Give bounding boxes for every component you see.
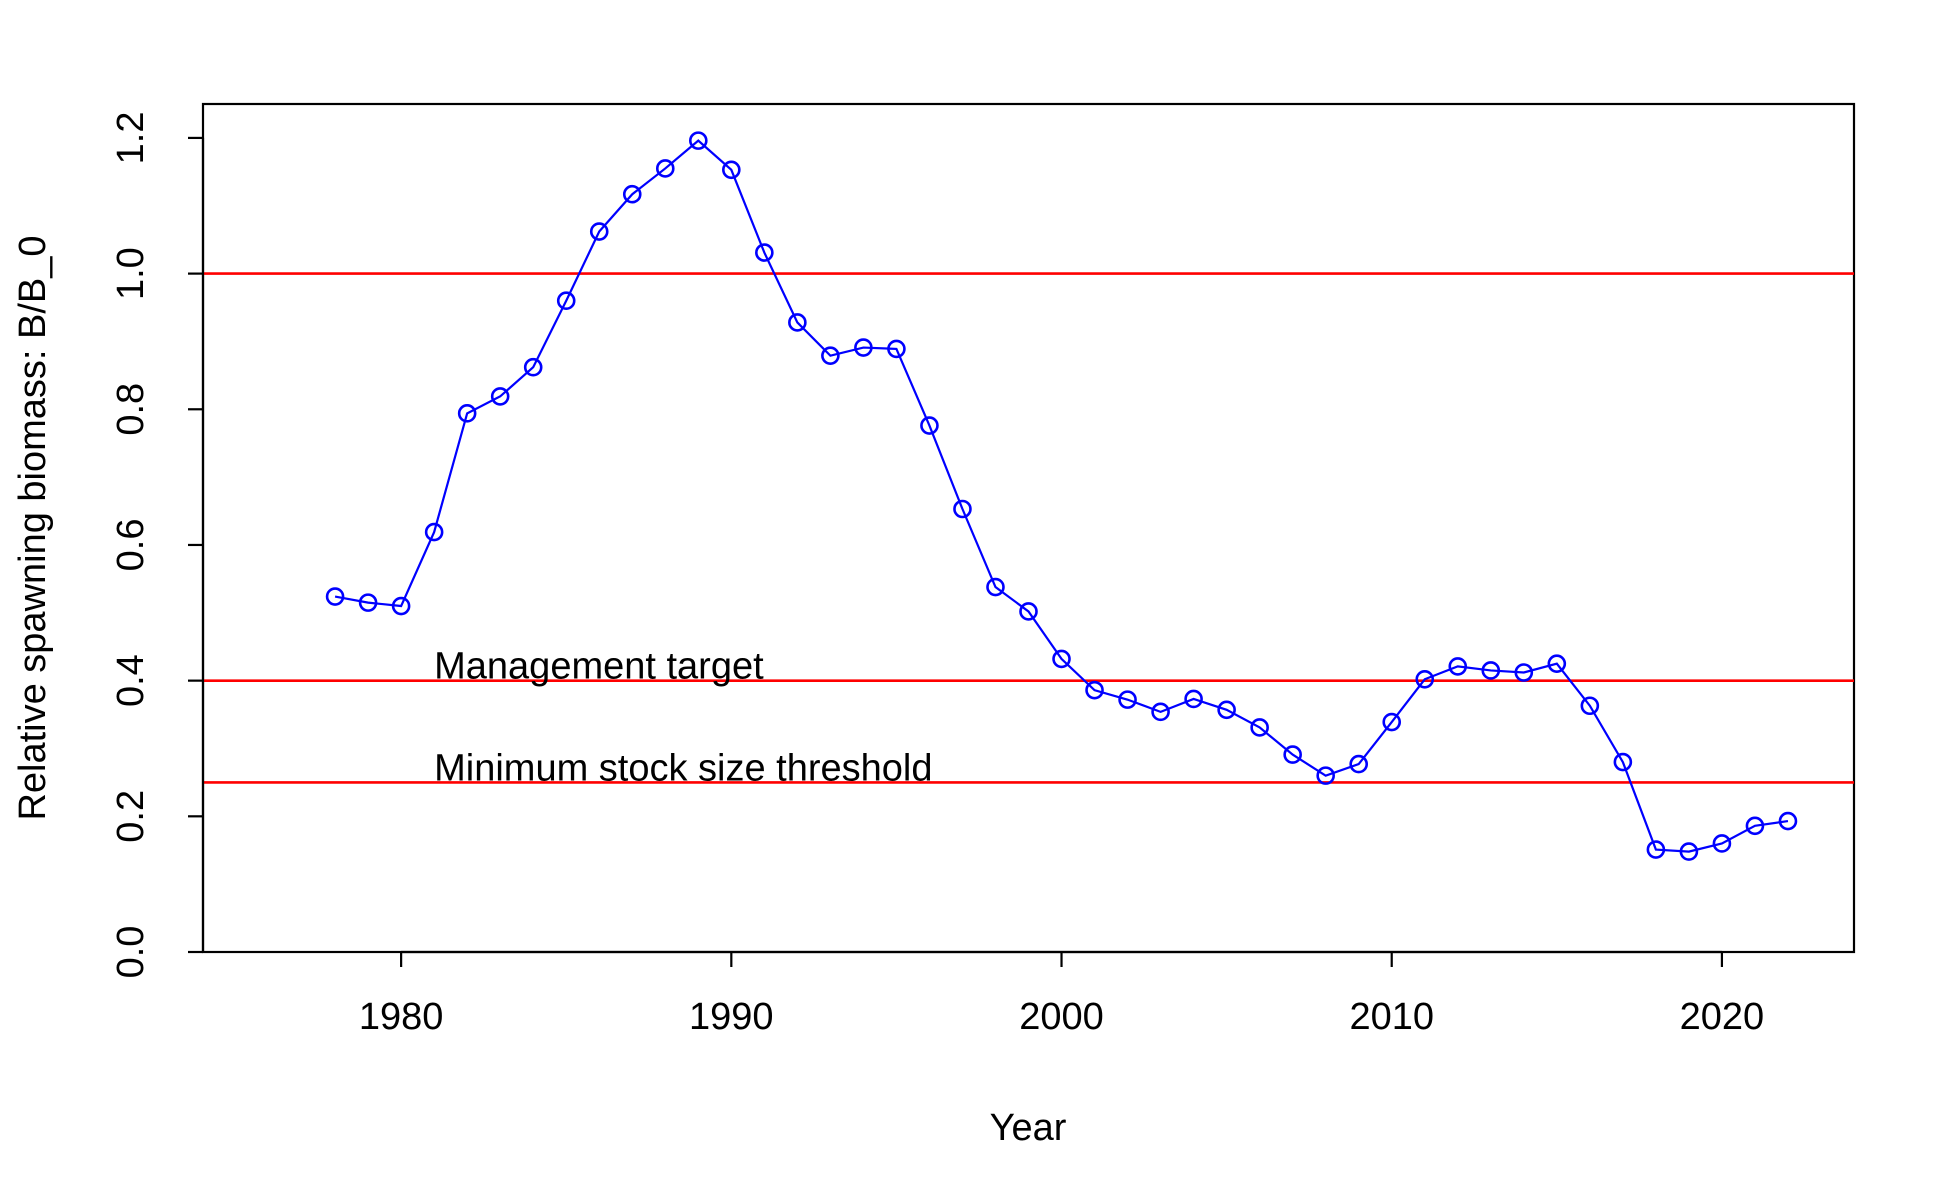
data-point — [589, 222, 609, 241]
x-tick-label: 1990 — [689, 996, 774, 1038]
data-point — [887, 339, 906, 359]
data-point — [1481, 661, 1501, 680]
data-point — [1151, 702, 1170, 722]
data-point — [755, 243, 774, 262]
reference-line-label: Minimum stock size threshold — [434, 747, 932, 789]
data-point — [457, 404, 477, 423]
data-point — [1184, 689, 1203, 709]
reference-lines: Management target Minimum stock size thre… — [203, 272, 1854, 789]
data-point — [1679, 842, 1699, 861]
data-point — [1415, 669, 1435, 689]
data-point — [722, 160, 741, 180]
plot-frame — [201, 102, 1856, 954]
data-point — [1052, 649, 1071, 669]
data-point — [424, 522, 444, 542]
data-point — [1646, 840, 1666, 859]
data-point — [1283, 745, 1302, 764]
data-point — [1085, 680, 1104, 700]
x-axis-label: Year — [990, 1107, 1067, 1149]
data-point — [1745, 816, 1765, 836]
data-point — [953, 499, 972, 519]
x-tick-label: 1980 — [359, 996, 444, 1038]
data-point — [1514, 663, 1534, 682]
y-tick-label: 0.2 — [110, 790, 152, 843]
y-axis: 0.0 0.2 0.4 0.6 0.8 1.0 1.2 — [110, 112, 205, 979]
x-axis: 1980 1990 2000 2010 2020 — [359, 950, 1765, 1038]
data-point — [1382, 712, 1402, 732]
x-tick-label: 2020 — [1680, 996, 1765, 1038]
data-point — [556, 291, 576, 311]
series-line — [334, 139, 1789, 853]
data-point — [1316, 766, 1335, 785]
data-point — [1250, 718, 1269, 737]
data-point — [1778, 811, 1798, 831]
data-point — [1019, 602, 1038, 621]
data-point — [391, 596, 411, 616]
reference-line-label: Management target — [434, 646, 764, 688]
data-point — [1613, 752, 1633, 772]
data-point — [788, 313, 807, 332]
data-point — [688, 131, 708, 150]
data-point — [920, 416, 939, 435]
data-point — [821, 346, 840, 365]
y-tick-label: 1.2 — [110, 112, 152, 165]
y-tick-label: 0.6 — [110, 519, 152, 572]
data-point — [1118, 690, 1137, 709]
y-tick-label: 0.0 — [110, 926, 152, 979]
y-tick-label: 0.4 — [110, 654, 152, 707]
x-tick-label: 2010 — [1349, 996, 1434, 1038]
data-point — [854, 338, 873, 357]
data-point — [1580, 696, 1600, 716]
data-point — [523, 357, 543, 377]
data-point — [1349, 754, 1368, 774]
data-point — [325, 587, 345, 606]
data-point — [1547, 654, 1567, 673]
x-tick-label: 2000 — [1019, 996, 1104, 1038]
y-tick-label: 1.0 — [110, 247, 152, 300]
series-layer — [325, 131, 1798, 861]
data-point — [986, 577, 1005, 597]
data-point — [1217, 700, 1236, 720]
y-tick-label: 0.8 — [110, 383, 152, 436]
y-axis-label: Relative spawning biomass: B/B_0 — [12, 235, 54, 820]
data-point — [1448, 657, 1468, 676]
data-point — [1712, 834, 1732, 853]
data-point — [358, 593, 378, 612]
data-point — [622, 184, 642, 204]
data-point — [490, 387, 510, 406]
data-point — [655, 159, 675, 178]
